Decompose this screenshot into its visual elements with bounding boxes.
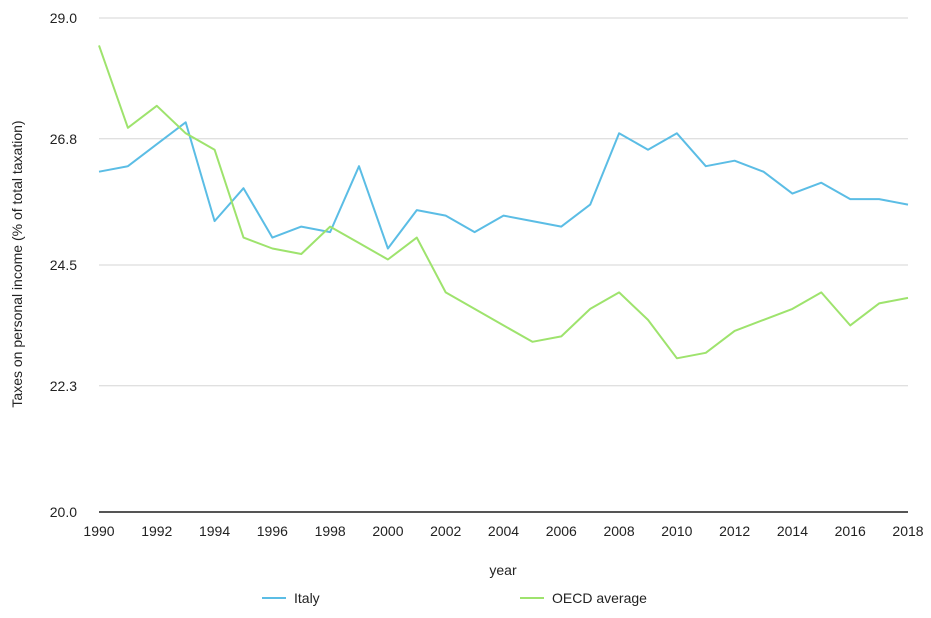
x-tick-label: 2014 bbox=[777, 523, 808, 539]
x-tick-label: 2000 bbox=[372, 523, 403, 539]
legend: Italy OECD average bbox=[262, 590, 647, 606]
x-tick-label: 1990 bbox=[83, 523, 114, 539]
x-tick-label: 2008 bbox=[603, 523, 634, 539]
y-tick-labels: 20.0 22.3 24.5 26.8 29.0 bbox=[50, 10, 77, 520]
series-line-italy bbox=[98, 121, 909, 250]
gridlines bbox=[99, 17, 908, 513]
legend-label-italy: Italy bbox=[294, 590, 320, 606]
x-tick-label: 2010 bbox=[661, 523, 692, 539]
x-tick-label: 2012 bbox=[719, 523, 750, 539]
y-tick-label: 20.0 bbox=[50, 504, 77, 520]
y-axis-label: Taxes on personal income (% of total tax… bbox=[9, 120, 25, 407]
x-axis-label: year bbox=[489, 562, 517, 578]
series-lines bbox=[98, 45, 909, 360]
y-tick-label: 26.8 bbox=[50, 131, 77, 147]
x-tick-label: 1996 bbox=[257, 523, 288, 539]
x-tick-label: 2002 bbox=[430, 523, 461, 539]
y-tick-label: 22.3 bbox=[50, 378, 77, 394]
x-tick-label: 2018 bbox=[892, 523, 923, 539]
x-tick-label: 2006 bbox=[546, 523, 577, 539]
y-tick-label: 24.5 bbox=[50, 257, 77, 273]
y-tick-label: 29.0 bbox=[50, 10, 77, 26]
x-tick-label: 1994 bbox=[199, 523, 230, 539]
x-tick-label: 2004 bbox=[488, 523, 519, 539]
x-tick-label: 1992 bbox=[141, 523, 172, 539]
legend-label-oecd-average: OECD average bbox=[552, 590, 647, 606]
series-line-oecd-average bbox=[98, 45, 909, 360]
x-tick-label: 1998 bbox=[315, 523, 346, 539]
x-tick-labels: 1990 1992 1994 1996 1998 2000 2002 2004 2006 2008… bbox=[83, 523, 923, 539]
x-tick-label: 2016 bbox=[835, 523, 866, 539]
